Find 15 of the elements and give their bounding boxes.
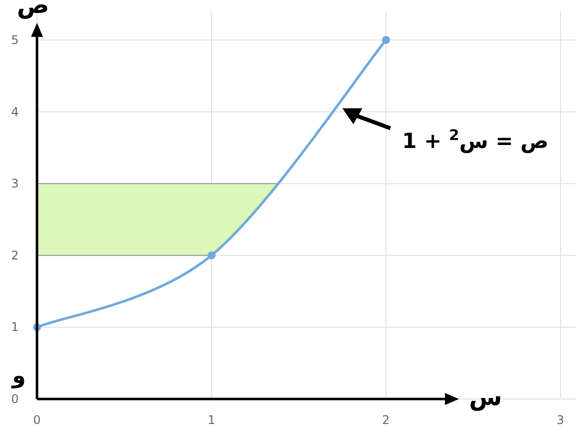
y-tick-label: 5 xyxy=(11,33,19,47)
x-tick-label: 0 xyxy=(33,413,41,427)
x-axis-title: س xyxy=(468,383,502,411)
point xyxy=(208,251,216,260)
y-tick-label: 3 xyxy=(11,176,19,191)
y-axis-title: ص xyxy=(16,0,50,19)
y-tick-label: 4 xyxy=(11,104,19,119)
x-tick-label: 3 xyxy=(556,413,564,427)
x-tick-label: 1 xyxy=(208,413,216,427)
y-tick-label: 2 xyxy=(11,248,19,262)
y-tick-label: 0 xyxy=(11,392,19,406)
y-tick-label: 1 xyxy=(11,320,19,334)
point xyxy=(382,36,390,44)
x-tick-label: 2 xyxy=(382,413,390,427)
text: و xyxy=(11,364,26,389)
